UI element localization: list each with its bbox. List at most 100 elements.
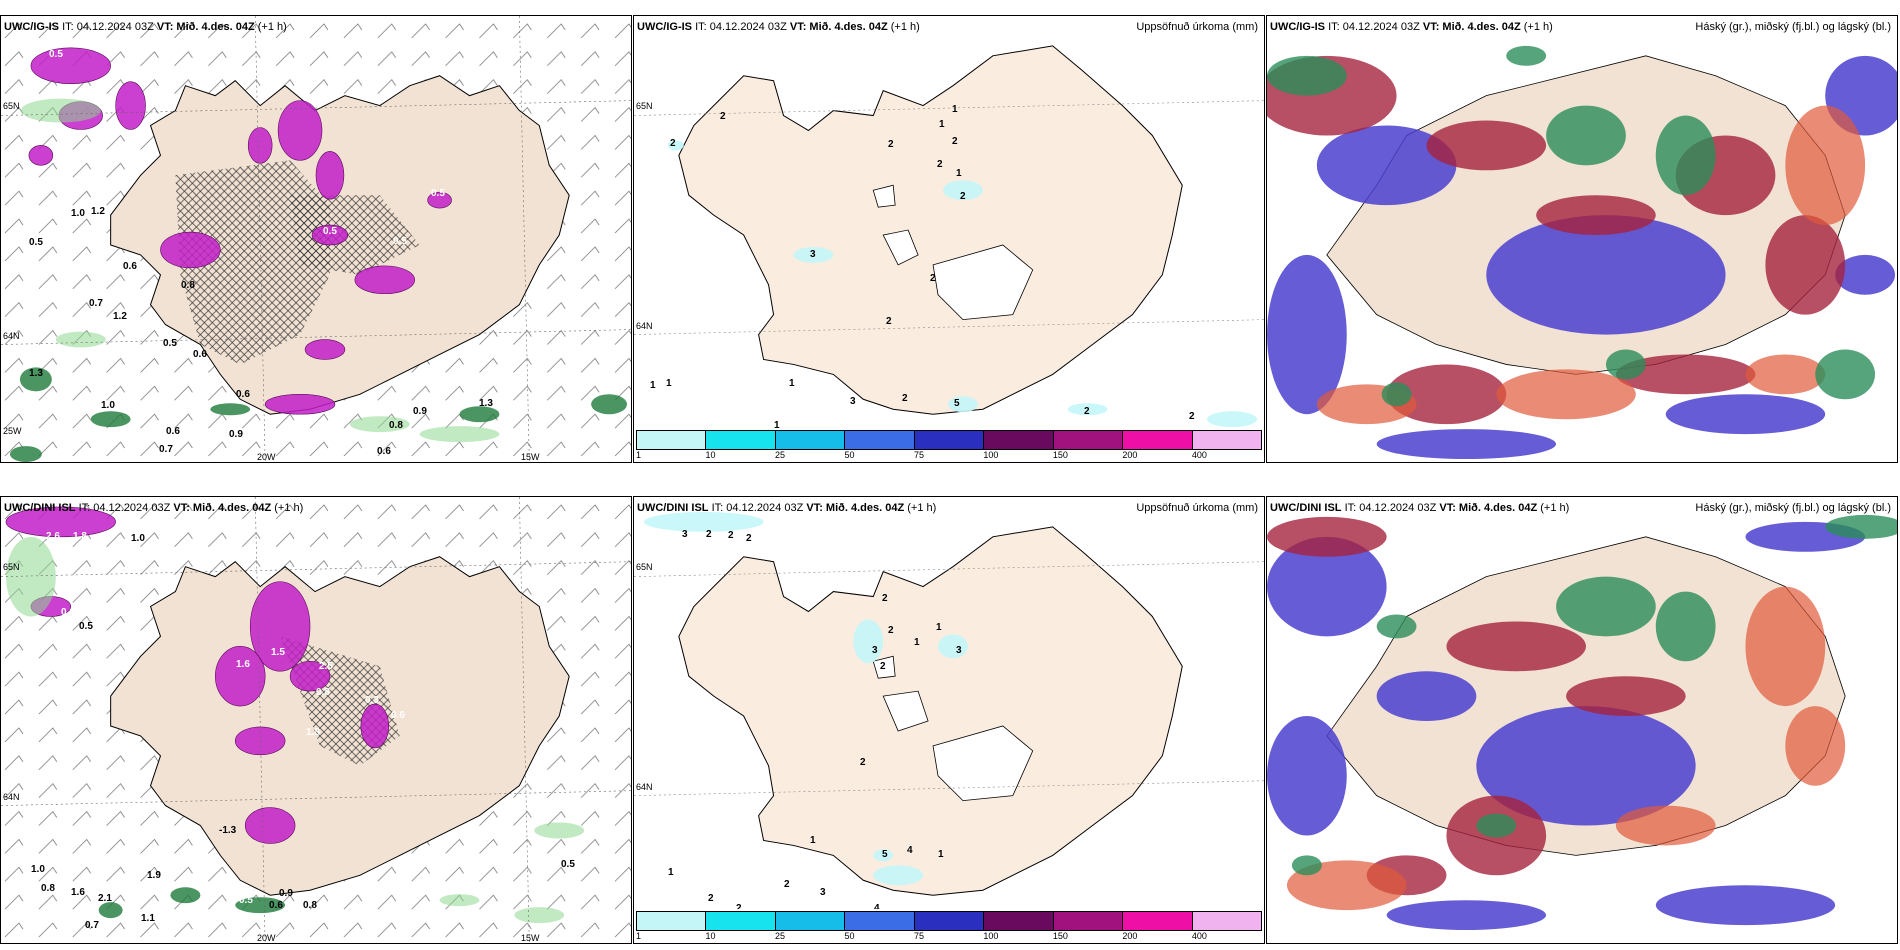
value-label: 1.0 <box>131 533 145 544</box>
value-label: 0.3 <box>365 695 379 706</box>
legend-tick: 200 <box>1122 931 1138 941</box>
value-label: 0.9 <box>279 888 293 899</box>
color-bar <box>636 911 1262 931</box>
color-swatch <box>637 912 707 930</box>
init-time: IT: 04.12.2024 03Z <box>1344 502 1437 514</box>
value-label: 1.3 <box>479 398 493 409</box>
value-label: 1.1 <box>141 913 155 924</box>
value-label: 0.6 <box>236 389 250 400</box>
value-label: 0.6 <box>193 349 207 360</box>
color-swatch <box>1123 912 1193 930</box>
model-name: UWC/DINI ISL <box>4 502 76 514</box>
value-label: 1.0 <box>101 400 115 411</box>
color-swatch <box>706 912 776 930</box>
value-label: 0.5 <box>29 237 43 248</box>
valid-time: VT: Mið. 4.des. 04Z <box>1422 21 1521 33</box>
value-label: 5 <box>882 849 888 860</box>
lon-label: 20W <box>257 933 276 943</box>
legend-ticks: 1 10 25 50 75 100 150 200 400 <box>636 450 1262 462</box>
value-label: 1 <box>650 380 656 391</box>
value-label: 2 <box>882 593 888 604</box>
lat-label: 65N <box>3 101 20 111</box>
value-label: 0.5 <box>49 49 63 60</box>
value-label: 1 <box>668 867 674 878</box>
value-label: 0.5 <box>113 61 127 72</box>
value-label: 0.6 <box>166 426 180 437</box>
value-label: 0.9 <box>413 406 427 417</box>
model-name: UWC/IG-IS <box>4 21 59 33</box>
value-label: 4 <box>874 903 880 914</box>
map-graphic <box>634 511 1264 896</box>
value-label: 1.6 <box>236 659 250 670</box>
value-label: 0.7 <box>85 920 99 931</box>
legend-tick: 200 <box>1122 450 1138 460</box>
value-label: 0.5 <box>323 226 337 237</box>
legend-tick: 25 <box>774 931 785 941</box>
valid-time: VT: Mið. 4.des. 04Z <box>789 21 888 33</box>
init-time: IT: 04.12.2024 03Z <box>62 21 154 33</box>
lead-time: (+1 h) <box>257 21 287 33</box>
valid-time: VT: Mið. 4.des. 04Z <box>806 502 905 514</box>
value-label: 1.8 <box>73 531 87 542</box>
color-swatch <box>914 431 985 449</box>
value-label: 0.5 <box>79 621 93 632</box>
value-label: 2 <box>736 903 742 914</box>
value-label: 0.6 <box>269 900 283 911</box>
color-swatch <box>775 912 846 930</box>
color-bar <box>636 430 1262 450</box>
value-label: 2 <box>746 533 752 544</box>
value-label: 2 <box>930 273 936 284</box>
value-label: 1 <box>789 378 795 389</box>
model-name: UWC/DINI ISL <box>1270 502 1342 514</box>
value-label: 2 <box>720 111 726 122</box>
value-label: 1.5 <box>271 647 285 658</box>
value-label: 1 <box>914 637 920 648</box>
map-panel-top-middle: UWC/IG-IS IT: 04.12.2024 03Z VT: Mið. 4.… <box>633 15 1265 463</box>
map-graphic <box>1 16 631 462</box>
value-label: 1 <box>774 420 780 431</box>
value-label: 1.2 <box>113 311 127 322</box>
value-label: 1.0 <box>71 208 85 219</box>
value-label: 2 <box>860 757 866 768</box>
cloud-map-graphic <box>1267 37 1897 462</box>
lon-label: 20W <box>257 452 276 462</box>
lead-time: (+1 h) <box>890 21 920 33</box>
value-label: 2 <box>886 316 892 327</box>
value-label: 1.3 <box>29 368 43 379</box>
value-label: 1 <box>938 849 944 860</box>
value-label: 3 <box>810 249 816 260</box>
valid-time: VT: Mið. 4.des. 04Z <box>156 21 255 33</box>
color-swatch <box>845 912 915 930</box>
value-label: 1.6 <box>71 887 85 898</box>
value-label: 2.6 <box>46 531 60 542</box>
value-label: 0.8 <box>389 420 403 431</box>
lead-time: (+1 h) <box>274 502 304 514</box>
value-label: 2 <box>952 136 958 147</box>
color-swatch <box>1123 431 1193 449</box>
value-label: 1 <box>936 622 942 633</box>
legend-tick: 10 <box>705 450 716 460</box>
legend-tick: 100 <box>983 450 999 460</box>
init-time: IT: 04.12.2024 03Z <box>695 21 787 33</box>
value-label: 3 <box>820 887 826 898</box>
panel-right-title: Uppsöfnuð úrkoma (mm) <box>1136 502 1258 514</box>
value-label: 2 <box>708 893 714 904</box>
init-time: IT: 04.12.2024 03Z <box>78 502 171 514</box>
precip-legend: 1 10 25 50 75 100 150 200 400 <box>634 909 1264 943</box>
legend-tick: 150 <box>1052 450 1068 460</box>
model-name: UWC/IG-IS <box>1270 21 1325 33</box>
color-swatch <box>984 912 1054 930</box>
value-label: 2 <box>888 625 894 636</box>
value-label: 2 <box>784 879 790 890</box>
value-label: 1.2 <box>91 206 105 217</box>
color-swatch <box>706 431 776 449</box>
iceland-land <box>678 45 1183 415</box>
value-label: 1 <box>956 168 962 179</box>
color-swatch <box>1053 912 1124 930</box>
value-label: 0.8 <box>181 280 195 291</box>
legend-tick: 1 <box>636 450 642 460</box>
lat-label: 65N <box>636 562 653 572</box>
cloud-map-graphic <box>1267 514 1897 943</box>
color-swatch <box>914 912 985 930</box>
value-label: 0.5 <box>163 338 177 349</box>
